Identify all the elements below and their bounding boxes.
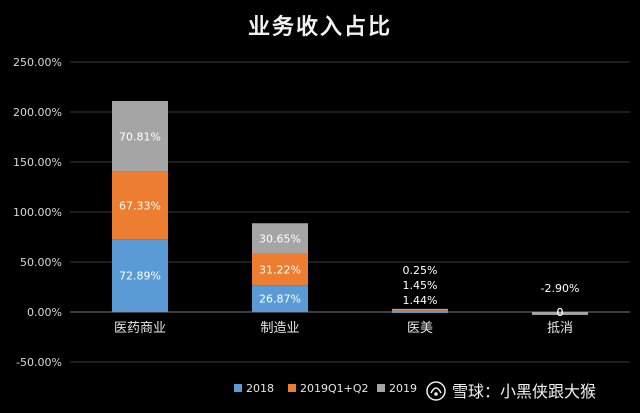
x-axis-categories: 医药商业 制造业 医美 抵消 bbox=[114, 321, 573, 336]
bar-segment-1-1 bbox=[252, 253, 308, 286]
y-tick-label: 200.00% bbox=[13, 106, 62, 119]
snowball-logo-icon bbox=[426, 381, 446, 401]
data-label-0-0: 72.89% bbox=[119, 270, 161, 283]
data-label-2-0: 0.25% bbox=[403, 264, 438, 277]
bar-segment-2-2 bbox=[392, 308, 448, 311]
legend-label-0: 2018 bbox=[246, 382, 274, 395]
y-tick-label: 50.00% bbox=[20, 256, 62, 269]
watermark: 雪球：小黑侠跟大猴 bbox=[426, 381, 596, 401]
category-label: 医药商业 bbox=[114, 321, 166, 336]
bar-segment-0-2 bbox=[112, 100, 168, 172]
data-label-1-1: 31.22% bbox=[259, 264, 301, 277]
bar-segment-1-2 bbox=[252, 223, 308, 254]
y-tick-label: 0.00% bbox=[27, 306, 62, 319]
bar-segment-2-0 bbox=[392, 311, 448, 313]
data-label-1-2: 30.65% bbox=[259, 233, 301, 246]
data-label-2-2: 1.44% bbox=[403, 294, 438, 307]
category-label: 医美 bbox=[407, 321, 433, 336]
data-label-1-0: 26.87% bbox=[259, 293, 301, 306]
legend-swatch-0 bbox=[234, 384, 242, 392]
chart-title: 业务收入占比 bbox=[248, 14, 392, 40]
data-labels: 72.89% 67.33% 70.81% 26.87% 31.22% 30.65% 0.25… bbox=[119, 130, 579, 319]
legend-swatch-1 bbox=[288, 384, 296, 392]
y-tick-label: 150.00% bbox=[13, 156, 62, 169]
watermark-brand: 雪球 bbox=[452, 382, 484, 401]
legend-label-1: 2019Q1+Q2 bbox=[300, 382, 369, 395]
category-label: 制造业 bbox=[260, 321, 299, 336]
data-label-3-2: -2.90% bbox=[541, 282, 580, 295]
data-label-3-0: 0 bbox=[557, 306, 564, 319]
category-label: 抵消 bbox=[547, 321, 573, 336]
data-label-2-1: 1.45% bbox=[403, 279, 438, 292]
bar-segment-2-1 bbox=[392, 310, 448, 312]
y-tick-label: 100.00% bbox=[13, 206, 62, 219]
y-tick-label: -50.00% bbox=[16, 356, 62, 369]
data-label-0-2: 70.81% bbox=[119, 130, 161, 143]
legend-swatch-2 bbox=[377, 384, 385, 392]
watermark-author: 小黑侠跟大猴 bbox=[500, 382, 596, 401]
y-tick-label: 250.00% bbox=[13, 56, 62, 69]
bar-segment-0-0 bbox=[112, 239, 168, 312]
bars bbox=[112, 100, 588, 315]
legend: 2018 2019Q1+Q2 2019 bbox=[234, 382, 417, 395]
legend-label-2: 2019 bbox=[389, 382, 417, 395]
bar-segment-0-1 bbox=[112, 171, 168, 240]
bar-segment-3-2 bbox=[532, 312, 588, 315]
y-axis-ticks: -50.00% 0.00% 50.00% 100.00% 150.00% 200.00% 2… bbox=[13, 56, 62, 369]
svg-text:雪球：小黑侠跟大猴: 雪球：小黑侠跟大猴 bbox=[452, 382, 596, 401]
watermark-separator: ： bbox=[484, 382, 500, 401]
data-label-0-1: 67.33% bbox=[119, 199, 161, 212]
bar-segment-1-0 bbox=[252, 285, 308, 312]
data-label-3-1: 0 bbox=[557, 306, 564, 319]
